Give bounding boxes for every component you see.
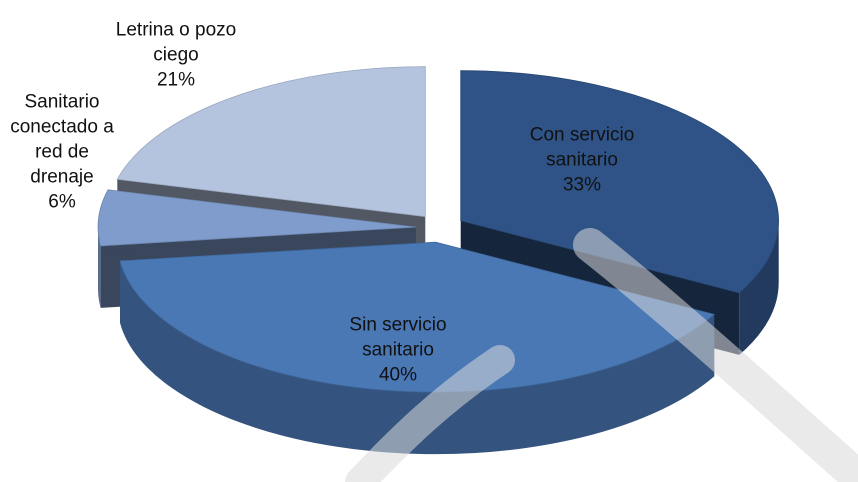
slice-label: Sanitario conectado a red de drenaje 6% bbox=[7, 90, 117, 215]
slice-value: 33% bbox=[562, 174, 602, 196]
slice-category: Letrina o pozo ciego bbox=[115, 19, 237, 66]
slice-category: Sanitario conectado a red de drenaje bbox=[10, 91, 114, 188]
slice-category: Sin servicio sanitario bbox=[349, 314, 447, 361]
slice-outer-wall bbox=[120, 260, 715, 455]
slice-outer-wall bbox=[739, 220, 779, 355]
slice bbox=[97, 189, 417, 247]
watermark bbox=[345, 228, 858, 482]
slice-value: 6% bbox=[48, 191, 76, 213]
slice bbox=[460, 70, 779, 294]
slice-label: Sin servicio sanitario 40% bbox=[323, 313, 473, 388]
slice-label: Letrina o pozo ciego 21% bbox=[91, 18, 261, 93]
slice bbox=[119, 241, 716, 393]
slices bbox=[97, 66, 779, 455]
slice-label: Con servicio sanitario 33% bbox=[507, 123, 657, 198]
slice-value: 21% bbox=[156, 69, 196, 91]
watermark-stroke bbox=[573, 228, 858, 482]
slice-category: Con servicio sanitario bbox=[529, 124, 635, 171]
watermark-stroke bbox=[345, 345, 515, 482]
slice-outer-wall bbox=[98, 227, 101, 308]
slice-value: 40% bbox=[378, 364, 418, 386]
slice bbox=[116, 66, 426, 218]
